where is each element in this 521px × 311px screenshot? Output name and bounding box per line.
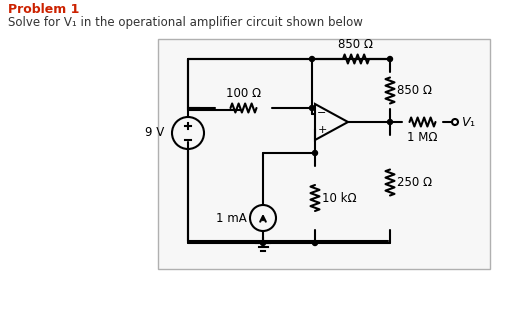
Text: $V₁$: $V₁$ — [461, 115, 476, 128]
Circle shape — [260, 240, 266, 245]
Text: Problem 1: Problem 1 — [8, 3, 79, 16]
Text: 250 Ω: 250 Ω — [397, 176, 432, 189]
Text: Solve for V₁ in the operational amplifier circuit shown below: Solve for V₁ in the operational amplifie… — [8, 16, 363, 29]
Text: 100 Ω: 100 Ω — [226, 87, 261, 100]
Text: 10 kΩ: 10 kΩ — [322, 192, 357, 205]
Text: 9 V: 9 V — [145, 127, 164, 140]
Text: 1 MΩ: 1 MΩ — [407, 131, 438, 144]
Circle shape — [309, 57, 315, 62]
Circle shape — [309, 105, 315, 110]
Text: 850 Ω: 850 Ω — [339, 38, 374, 51]
Circle shape — [452, 119, 458, 125]
Circle shape — [313, 240, 317, 245]
FancyBboxPatch shape — [158, 39, 490, 269]
Text: 1 mA: 1 mA — [216, 211, 247, 225]
Text: −: − — [317, 108, 327, 118]
Circle shape — [388, 119, 392, 124]
Circle shape — [388, 57, 392, 62]
Text: 850 Ω: 850 Ω — [397, 84, 432, 97]
Text: +: + — [317, 125, 327, 135]
Circle shape — [313, 151, 317, 156]
